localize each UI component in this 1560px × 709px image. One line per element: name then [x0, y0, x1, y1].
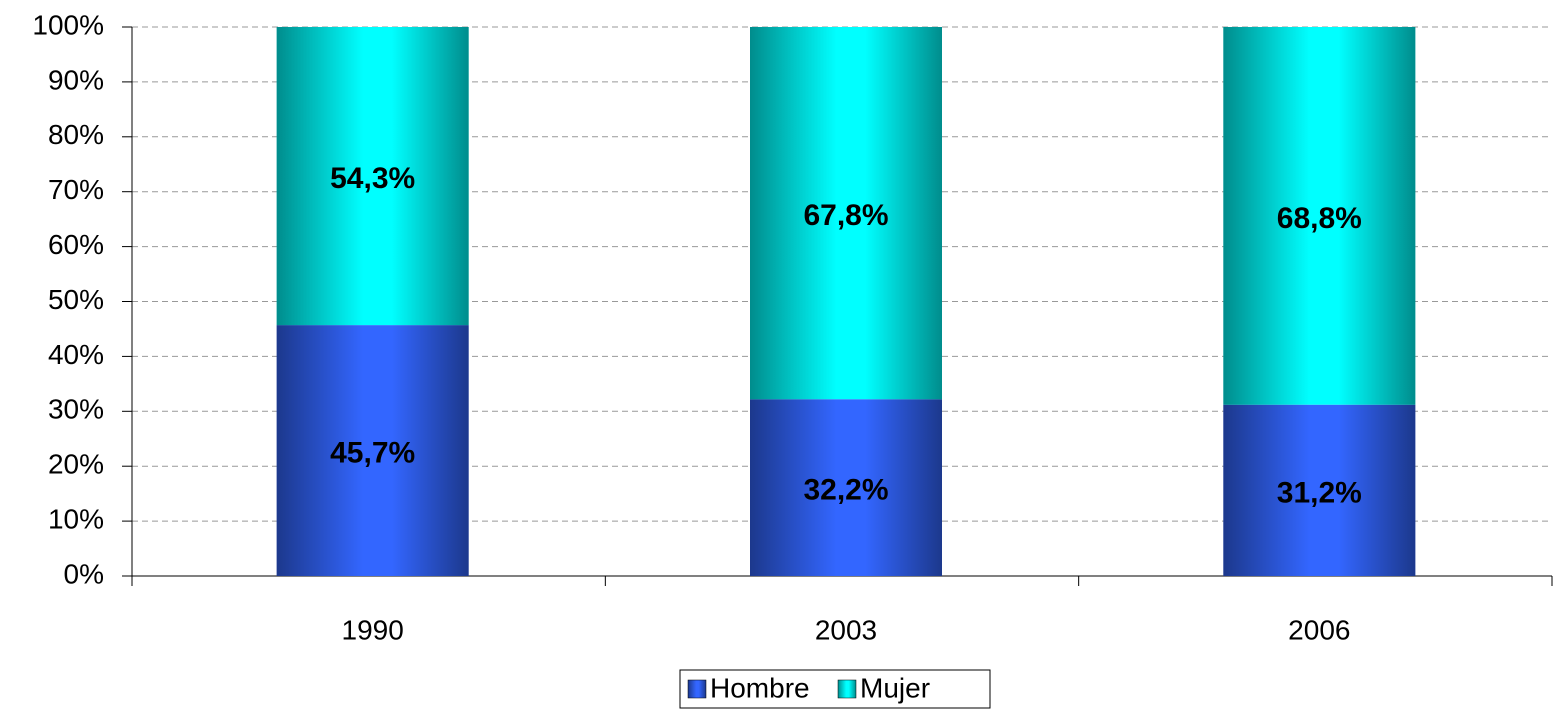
y-tick-label: 30% — [48, 394, 104, 425]
y-tick-label: 10% — [48, 503, 104, 534]
bar-shade — [276, 27, 469, 326]
data-label: 68,8% — [1277, 202, 1362, 235]
y-tick-label: 0% — [64, 558, 104, 589]
legend-swatch-shade — [838, 680, 856, 698]
x-tick-label: 2006 — [1288, 614, 1350, 645]
bar-shade — [750, 399, 942, 576]
bar-shade — [750, 27, 942, 400]
bar-shade — [276, 325, 469, 576]
x-tick-label: 2003 — [815, 614, 877, 645]
legend-box — [679, 669, 991, 709]
legend-swatch-shade — [688, 680, 706, 698]
legend-label: Hombre — [710, 672, 810, 703]
data-label: 31,2% — [1277, 476, 1362, 509]
x-tick-label: 1990 — [342, 614, 404, 645]
data-label: 67,8% — [803, 199, 888, 232]
y-tick-label: 60% — [48, 229, 104, 260]
bar-shade — [1223, 404, 1416, 576]
y-tick-label: 80% — [48, 119, 104, 150]
data-label: 54,3% — [330, 162, 415, 195]
y-tick-label: 100% — [32, 9, 104, 40]
y-tick-label: 70% — [48, 174, 104, 205]
data-label: 32,2% — [803, 474, 888, 507]
bar-shade — [1223, 27, 1416, 405]
legend-label: Mujer — [860, 672, 930, 703]
data-label: 45,7% — [330, 436, 415, 469]
y-tick-label: 50% — [48, 284, 104, 315]
y-tick-label: 20% — [48, 449, 104, 480]
y-tick-label: 90% — [48, 64, 104, 95]
y-tick-label: 40% — [48, 339, 104, 370]
